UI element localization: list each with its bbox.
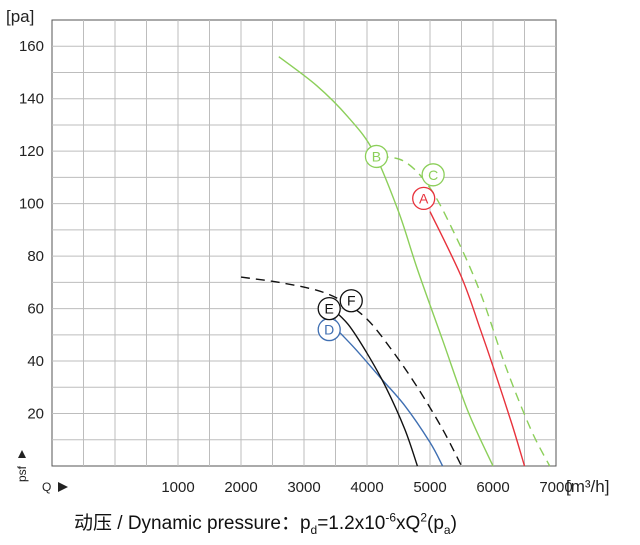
caption-exponent: -6 [385,510,397,525]
curve-label-circle-c [421,163,445,187]
x-tick-label: 7000 [539,479,572,496]
y-tick-label: 140 [19,91,44,108]
y-tick-label: 100 [19,196,44,213]
curve-f [240,276,463,467]
curve-series [240,56,551,467]
curve-label-circle-b [364,144,389,169]
x-tick-label: 5000 [413,479,446,496]
x-axis-unit: [m³/h] [566,477,609,496]
curve-label-c: C [428,167,438,183]
x-tick-label: 1000 [161,479,194,496]
caption-prefix: 动压 / Dynamic pressure：p [74,513,311,534]
y-axis-unit: [pa] [6,7,34,26]
axis-name-markers: psf Q [15,450,68,494]
curve-label-circle-e [317,296,341,321]
y-axis-name-text: psf [15,465,29,482]
curve-label-f: F [347,293,356,309]
caption-sub-d: d [310,522,318,537]
curve-label-circle-a [412,186,436,211]
x-axis-name-text: Q [42,480,51,494]
curve-label-d: D [324,322,334,338]
caption-after-exponent: xQ [396,513,421,534]
curve-e [328,305,419,467]
curve-a [429,211,526,467]
curve-label-b: B [372,148,381,164]
caption-middle: =1.2x10 [317,513,386,534]
y-axis-arrow-icon [18,450,26,458]
curve-labels: A B C DE F [317,144,445,342]
curve-label-a: A [419,190,429,206]
y-tick-label: 40 [27,353,44,370]
x-tick-label: 6000 [476,479,509,496]
x-tick-label: 3000 [287,479,320,496]
chart-grid [51,19,557,467]
caption-paren-close: ) [450,513,457,534]
caption-square: 2 [420,510,427,525]
curve-d [328,321,444,467]
y-tick-label: 120 [19,143,44,160]
y-axis-name: psf [15,450,29,482]
y-tick-label: 60 [27,301,44,318]
dynamic-pressure-caption: 动压 / Dynamic pressure：pd=1.2x10-6xQ2(pa) [74,508,457,537]
x-axis-arrow-icon [58,482,68,492]
caption-paren-open: (p [427,513,444,534]
curve-label-e: E [325,301,334,317]
curve-c [379,155,551,467]
caption-sub-a: a [443,522,451,537]
x-tick-label: 2000 [224,479,257,496]
y-tick-label: 20 [27,406,44,423]
curve-b [278,56,494,467]
axis-units: [pa] [m³/h] [6,7,609,496]
fan-curve-chart: 1000 2000 3000 4000 5000 6000 7000 20 40 60 80 100 1… [6,7,609,496]
y-tick-label: 80 [27,248,44,265]
curve-label-circle-f [339,289,363,313]
y-tick-label: 160 [19,38,44,55]
x-tick-label: 4000 [350,479,383,496]
axis-tick-labels: 1000 2000 3000 4000 5000 6000 7000 20 40 60 80 100 1… [19,38,573,496]
